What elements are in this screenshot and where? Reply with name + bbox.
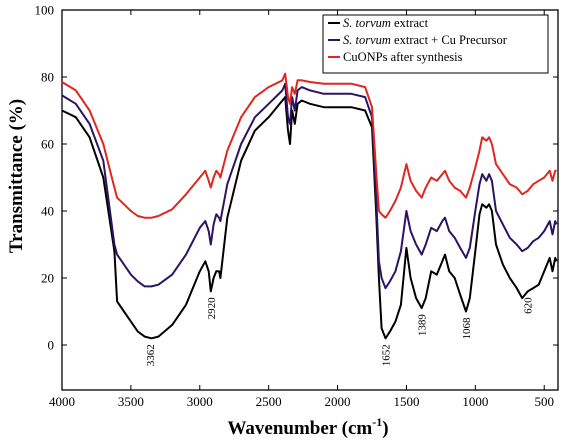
legend-label: S. torvum extract xyxy=(343,16,429,30)
series-line-cuonps xyxy=(61,72,557,219)
y-tick-label: 20 xyxy=(41,271,54,286)
legend-label-italic: S. torvum xyxy=(343,16,391,30)
x-axis-ticks: 4000 3500 3000 2500 2000 1500 1000 500 xyxy=(49,10,554,409)
peak-label: 1652 xyxy=(381,344,393,366)
x-axis-title-close: ) xyxy=(382,418,388,439)
x-tick-label: 500 xyxy=(534,394,554,409)
y-tick-label: 0 xyxy=(48,338,55,353)
legend-label: S. torvum extract + Cu Precursor xyxy=(343,33,508,47)
legend-box xyxy=(322,14,549,74)
x-tick-label: 3000 xyxy=(187,394,213,409)
peak-labels: 3362 2920 1652 1389 1068 620 xyxy=(145,297,535,366)
plot-frame xyxy=(61,9,559,391)
y-axis-title: Transmittance (%) xyxy=(6,99,27,253)
legend-label-rest: extract xyxy=(391,16,429,30)
x-axis-title: Wavenumber (cm-1) xyxy=(227,415,388,439)
peak-label: 1389 xyxy=(417,314,429,337)
series-lines xyxy=(61,72,558,340)
x-tick-label: 1500 xyxy=(393,394,419,409)
series-line-extract xyxy=(61,96,558,340)
legend-label-rest: extract + Cu Precursor xyxy=(391,33,508,47)
x-tick-label: 3500 xyxy=(118,394,144,409)
legend-label-italic: S. torvum xyxy=(343,33,391,47)
x-tick-label: 2000 xyxy=(325,394,351,409)
peak-label: 2920 xyxy=(206,297,218,320)
x-tick-label: 1000 xyxy=(462,394,488,409)
peak-label: 3362 xyxy=(145,344,157,366)
x-axis-title-main: Wavenumber (cm xyxy=(227,418,372,439)
x-axis-title-superscript: -1 xyxy=(372,415,382,429)
y-tick-label: 100 xyxy=(35,3,55,18)
legend-label: CuONPs after synthesis xyxy=(343,50,463,64)
x-tick-label: 2500 xyxy=(256,394,282,409)
y-tick-label: 40 xyxy=(41,204,54,219)
peak-label: 620 xyxy=(523,297,535,314)
plot-border xyxy=(61,9,559,391)
peak-label: 1068 xyxy=(461,317,473,340)
series-line-extract-cu-precursor xyxy=(61,82,558,290)
x-tick-label: 4000 xyxy=(49,394,75,409)
y-axis-ticks: 0 20 40 60 80 100 xyxy=(35,3,558,353)
y-tick-label: 60 xyxy=(41,137,54,152)
y-tick-label: 80 xyxy=(41,70,54,85)
